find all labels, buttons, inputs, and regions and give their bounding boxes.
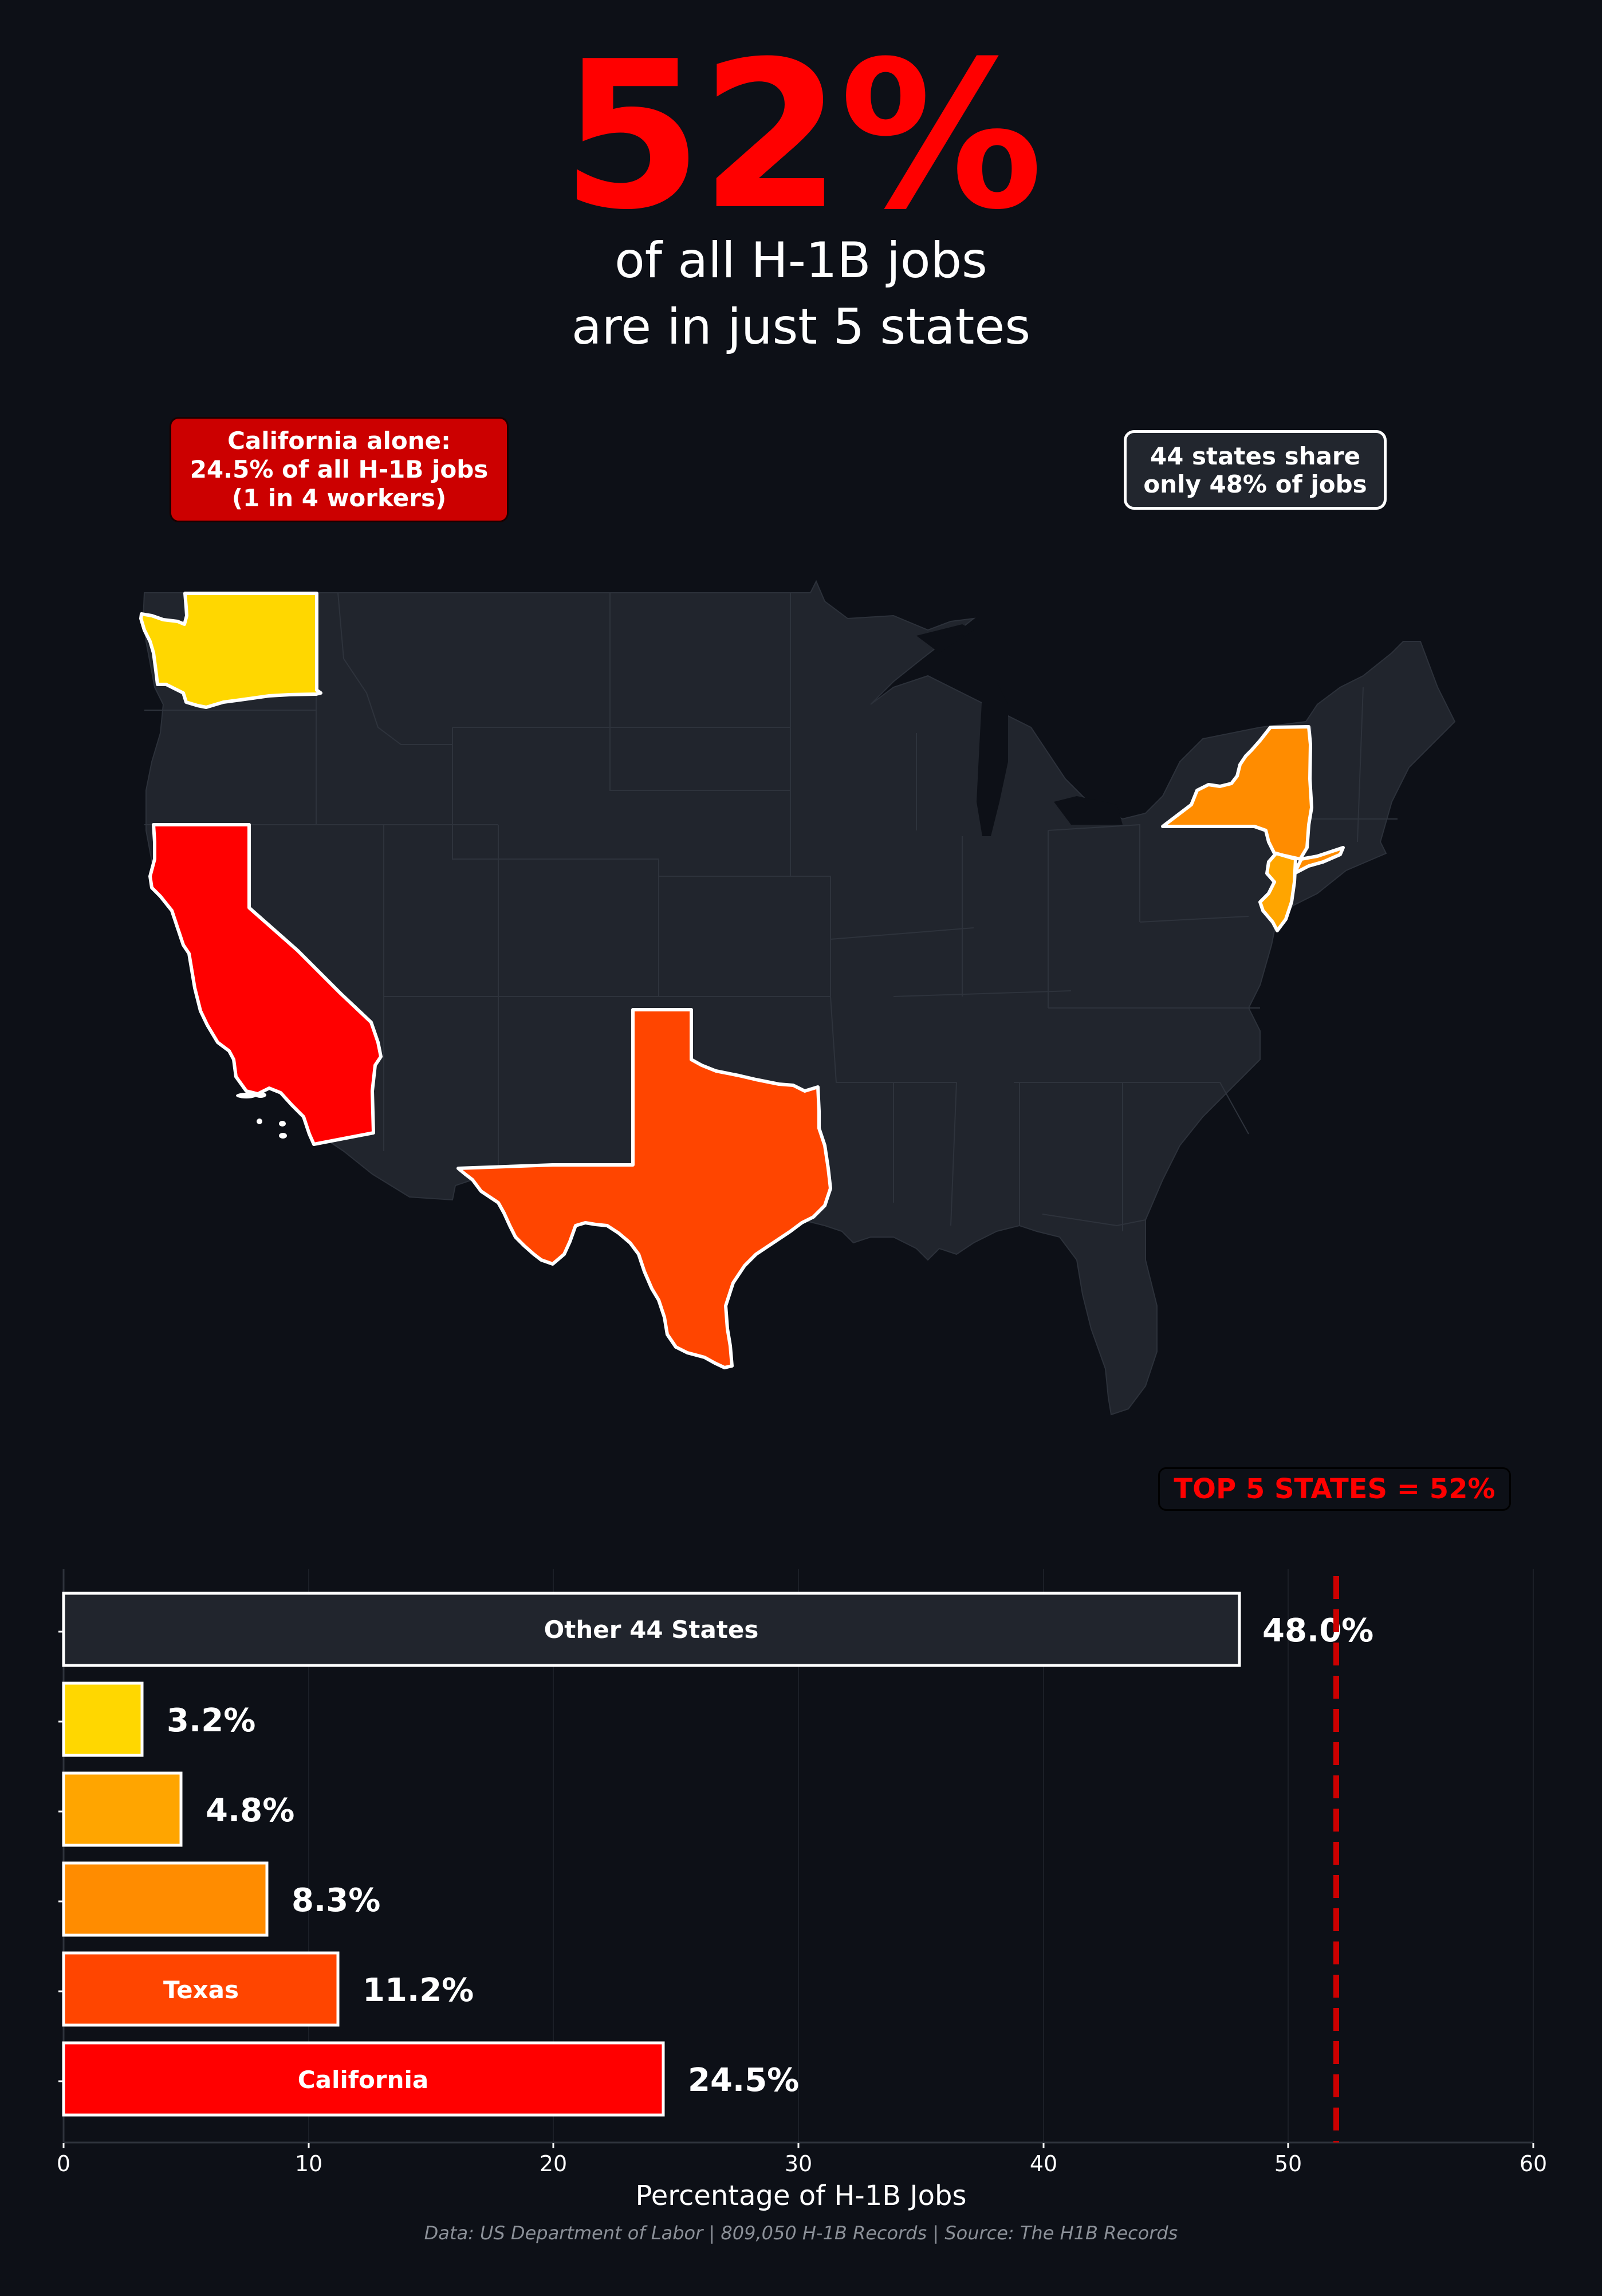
x-ticks xyxy=(62,2143,1534,2148)
bar-value-california: 24.5% xyxy=(688,2062,799,2099)
x-tick-30: 30 xyxy=(785,2151,812,2176)
bar-value-texas: 11.2% xyxy=(363,1972,474,2009)
state-new-york[interactable] xyxy=(1161,725,1313,861)
headline-subtitle-line2: are in just 5 states xyxy=(571,298,1031,356)
bar-label-other: Other 44 States xyxy=(544,1616,759,1644)
state-california[interactable] xyxy=(148,823,383,1146)
headline-subtitle-line1: of all H-1B jobs xyxy=(615,232,987,289)
california-callout-line3: (1 in 4 workers) xyxy=(231,484,447,512)
x-tick-50: 50 xyxy=(1274,2151,1302,2176)
bar-new-york[interactable]: 8.3% xyxy=(62,1861,380,1937)
state-washington[interactable] xyxy=(139,592,322,709)
x-axis-label: Percentage of H-1B Jobs xyxy=(635,2180,967,2212)
other-states-callout: 44 states share only 48% of jobs xyxy=(1124,430,1387,510)
state-new-jersey[interactable] xyxy=(1258,852,1297,932)
headline-percentage: 52% xyxy=(561,17,1044,254)
other-states-callout-line1: 44 states share xyxy=(1150,442,1361,470)
us-map xyxy=(139,580,1456,1416)
california-callout: California alone: 24.5% of all H-1B jobs… xyxy=(170,417,509,522)
bar-other-44-states[interactable]: Other 44 States 48.0% xyxy=(62,1592,1373,1667)
state-new-york-long-island[interactable] xyxy=(1293,846,1345,875)
x-tick-10: 10 xyxy=(295,2151,322,2176)
bar-label-california: California xyxy=(298,2066,428,2094)
x-tick-0: 0 xyxy=(57,2151,70,2176)
bar-value-new-york: 8.3% xyxy=(292,1882,380,1919)
state-texas[interactable] xyxy=(456,1008,832,1369)
bar-value-new-jersey: 4.8% xyxy=(206,1792,294,1829)
us-mainland-base xyxy=(142,580,1456,1416)
bar-california[interactable]: California 24.5% xyxy=(62,2041,799,2117)
bar-texas[interactable]: Texas 11.2% xyxy=(62,1951,474,2027)
y-ticks xyxy=(58,1631,63,2082)
x-tick-60: 60 xyxy=(1520,2151,1547,2176)
bar-new-jersey[interactable]: 4.8% xyxy=(62,1771,294,1847)
x-tick-20: 20 xyxy=(540,2151,567,2176)
x-tick-labels: 0 10 20 30 40 50 60 xyxy=(57,2151,1547,2176)
california-callout-line1: California alone: xyxy=(227,427,451,455)
top5-states-badge: TOP 5 STATES = 52% xyxy=(1158,1467,1511,1511)
bar-chart: Other 44 States 48.0% 3.2% 4.8% 8.3% Tex… xyxy=(57,1569,1547,2176)
source-footnote: Data: US Department of Labor | 809,050 H… xyxy=(424,2222,1178,2244)
bar-label-texas: Texas xyxy=(163,1976,239,2004)
bar-washington[interactable]: 3.2% xyxy=(62,1681,255,1757)
california-callout-line2: 24.5% of all H-1B jobs xyxy=(190,455,489,483)
great-lakes xyxy=(916,624,1123,836)
channel-islands xyxy=(236,1092,287,1139)
bar-value-washington: 3.2% xyxy=(167,1702,255,1739)
x-tick-40: 40 xyxy=(1030,2151,1057,2176)
bar-value-other: 48.0% xyxy=(1262,1612,1373,1649)
other-states-callout-line2: only 48% of jobs xyxy=(1143,470,1367,498)
